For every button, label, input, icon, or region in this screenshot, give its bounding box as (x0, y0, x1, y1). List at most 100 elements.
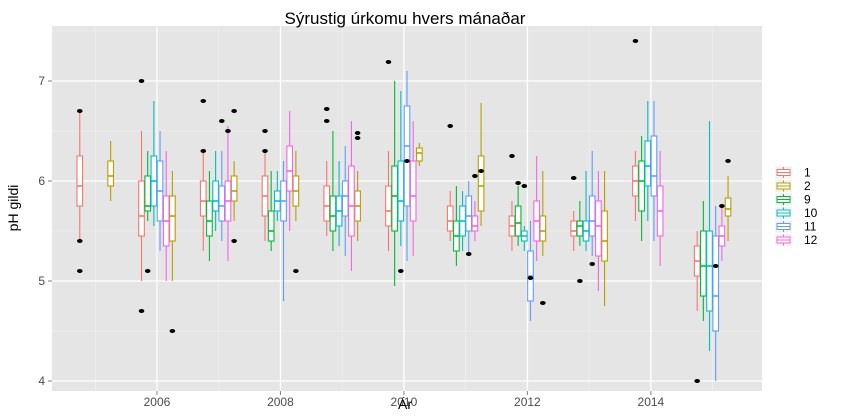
box-iqr (348, 165, 355, 237)
box-10-2006 (150, 101, 158, 226)
box-iqr (471, 215, 479, 232)
box-9-2014 (638, 136, 645, 241)
box-1-2011 (446, 124, 454, 241)
box-11-2010 (403, 71, 411, 261)
legend-label: 11 (804, 220, 817, 234)
x-tick-label: 2010 (391, 395, 418, 409)
box-iqr (724, 197, 732, 217)
box-2-2013 (601, 171, 608, 306)
box-outlier (540, 301, 546, 305)
box-iqr (415, 147, 423, 162)
box-12-2006 (162, 151, 170, 281)
box-2-2011 (477, 103, 485, 226)
box-outlier (231, 239, 237, 243)
box-12-2009 (348, 121, 355, 271)
box-iqr (712, 235, 720, 332)
y-tick-label: 7 (38, 74, 45, 88)
box-iqr (391, 165, 399, 232)
legend-label: 9 (804, 193, 811, 207)
box-10-2015 (706, 121, 713, 351)
box-outlier (76, 269, 83, 273)
box-iqr (576, 220, 584, 237)
box-outlier (200, 149, 207, 153)
box-outlier (323, 107, 330, 111)
box-iqr (706, 230, 713, 312)
y-tick-label: 6 (38, 174, 45, 188)
box-1-2012 (508, 154, 516, 251)
legend-label: 1 (804, 166, 811, 180)
box-outlier (218, 119, 225, 123)
box-1-2010 (385, 60, 392, 251)
legend-label: 10 (804, 206, 818, 220)
box-1-2013 (570, 176, 578, 251)
box-iqr (286, 145, 294, 192)
box-iqr (570, 220, 578, 237)
box-iqr (588, 195, 596, 237)
box-12-2008 (286, 111, 294, 231)
box-11-2015 (712, 206, 720, 381)
boxes (76, 39, 732, 383)
x-tick-label: 2008 (267, 395, 294, 409)
box-outlier (515, 181, 521, 185)
box-iqr (477, 155, 485, 212)
box-iqr (218, 185, 226, 222)
y-axis-label: pH gildi (5, 185, 21, 232)
box-9-2015 (699, 201, 707, 321)
box-outlier (447, 124, 454, 128)
box-outlier (200, 99, 207, 103)
box-outlier (76, 239, 83, 243)
box-2-2006 (169, 171, 176, 333)
box-11-2007 (218, 119, 226, 241)
x-axis-label: Ár (398, 396, 412, 412)
box-iqr (230, 175, 238, 202)
box-9-2007 (206, 171, 213, 261)
x-axis-ticks: 2006 2008 2010 2012 2014 (144, 391, 665, 409)
box-outlier (144, 269, 151, 273)
box-12-2010 (409, 121, 417, 256)
box-outlier (632, 39, 639, 43)
box-outlier (404, 159, 410, 163)
box-2-2015 (724, 159, 732, 241)
box-11-2011 (465, 181, 473, 256)
x-tick-label: 2012 (514, 395, 541, 409)
box-1-2014 (632, 39, 639, 221)
box-2-2010 (415, 143, 423, 166)
y-tick-label: 5 (38, 274, 45, 288)
box-12-2015 (718, 204, 726, 261)
box-9-2006 (144, 151, 152, 273)
box-iqr (212, 180, 219, 212)
box-outlier (262, 149, 268, 153)
box-2-2007 (230, 109, 238, 243)
box-2-2012 (539, 171, 547, 305)
box-iqr (169, 195, 176, 242)
box-outlier (472, 174, 478, 178)
box-12-2007 (224, 126, 232, 261)
box-10-2012 (520, 184, 528, 251)
box-iqr (514, 205, 522, 237)
box-outlier (354, 136, 361, 140)
box-iqr (601, 210, 608, 262)
x-tick-label: 2014 (638, 395, 665, 409)
box-outlier (76, 109, 83, 113)
box-outlier (577, 279, 583, 283)
box-12-2014 (656, 151, 664, 266)
box-outlier (323, 119, 330, 123)
y-axis-ticks: 4 5 6 7 (38, 74, 52, 388)
box-1-2007 (199, 99, 207, 251)
box-outlier (694, 379, 700, 383)
box-12-2012 (533, 156, 541, 261)
box-outlier (138, 309, 145, 313)
box-outlier (478, 169, 484, 173)
box-9-2010 (391, 81, 399, 286)
box-iqr (397, 160, 405, 222)
box-outlier (231, 109, 237, 113)
box-9-2011 (453, 186, 460, 266)
box-iqr (206, 200, 213, 237)
box-iqr (409, 160, 417, 222)
box-outlier (225, 129, 231, 133)
box-iqr (446, 205, 454, 232)
box-12-2011 (471, 174, 479, 241)
box-outlier (589, 262, 596, 266)
box-10-2010 (397, 91, 405, 273)
box-9-2012 (514, 181, 522, 246)
